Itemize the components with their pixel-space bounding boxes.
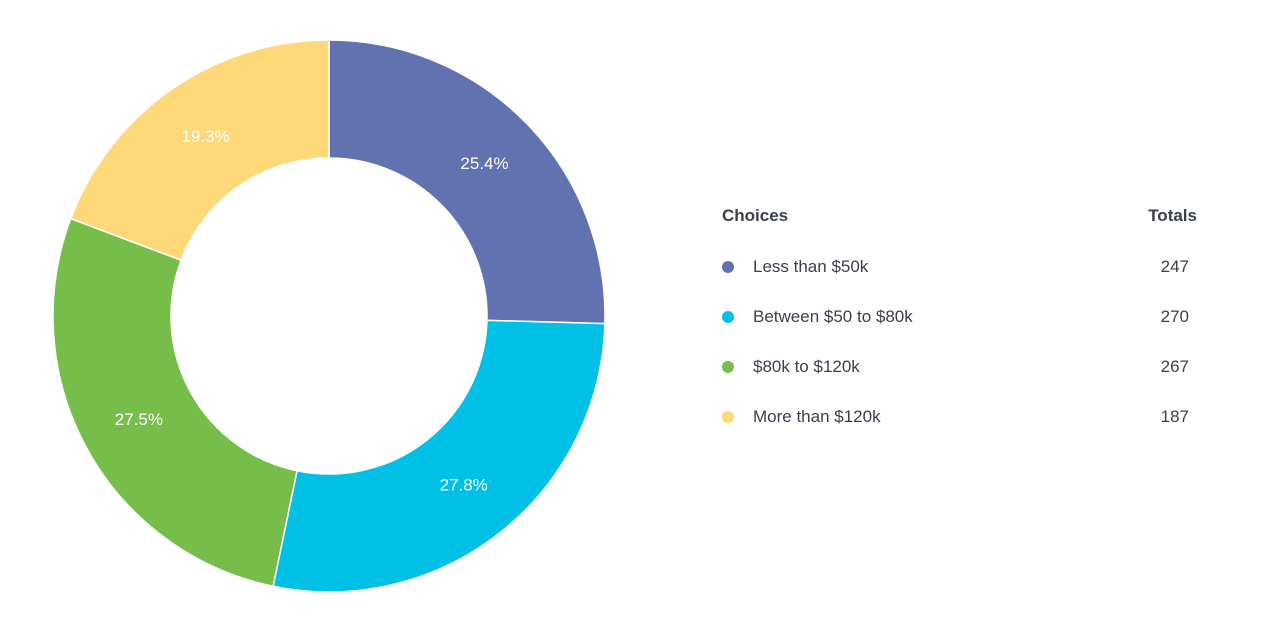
slice-less-than-50k[interactable]	[328, 39, 606, 325]
legend-color-dot	[722, 411, 734, 423]
slice-percent-label: 27.5%	[115, 410, 163, 429]
legend-total-value: 247	[1160, 257, 1189, 276]
legend-total-value: 270	[1160, 307, 1189, 326]
legend-color-dot	[722, 311, 734, 323]
slice-percent-label: 19.3%	[181, 127, 229, 146]
slice-percent-label: 27.8%	[440, 476, 488, 495]
legend-header: Choices Totals	[722, 200, 1202, 230]
legend-row-less-than-50k[interactable]: Less than $50k 247	[722, 230, 1202, 280]
legend-color-dot	[722, 261, 734, 273]
legend-row-80k-to-120k[interactable]: $80k to $120k 267	[722, 330, 1202, 380]
legend-choice-label: $80k to $120k	[753, 357, 860, 376]
legend-row-more-than-120k[interactable]: More than $120k 187	[722, 380, 1202, 430]
slice-between-50-to-80k[interactable]	[272, 319, 606, 593]
legend-choices-header: Choices	[722, 206, 789, 225]
legend-row-between-50-to-80k[interactable]: Between $50 to $80k 270	[722, 280, 1202, 330]
legend-rows: Less than $50k 247 Between $50 to $80k 270 $…	[722, 230, 1202, 430]
donut-percent-labels: 25.4% 27.8% 27.5% 19.3%	[115, 127, 509, 495]
legend-totals-header: Totals	[1148, 206, 1197, 225]
chart-legend: Choices Totals Less than $50k 247 Between …	[722, 200, 1202, 430]
legend-choice-label: Between $50 to $80k	[753, 307, 913, 326]
legend-total-value: 187	[1160, 407, 1189, 426]
slice-percent-label: 25.4%	[460, 154, 508, 173]
donut-slices	[52, 39, 606, 593]
legend-choice-label: More than $120k	[753, 407, 881, 426]
legend-total-value: 267	[1160, 357, 1189, 376]
slice-more-than-120k[interactable]	[69, 39, 330, 262]
legend-choice-label: Less than $50k	[753, 257, 869, 276]
slice-80k-to-120k[interactable]	[52, 217, 298, 588]
legend-color-dot	[722, 361, 734, 373]
